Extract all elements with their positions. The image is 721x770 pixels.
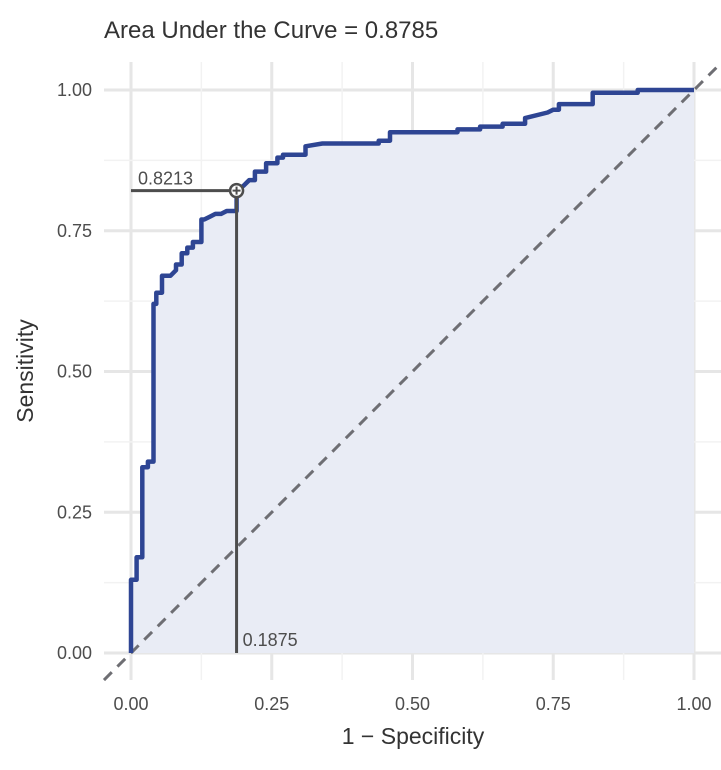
x-tick-label: 0.25: [254, 694, 289, 714]
y-tick-label: 0.50: [57, 362, 92, 382]
x-axis-ticks: 0.00 0.25 0.50 0.75 1.00: [113, 694, 711, 714]
y-tick-label: 1.00: [57, 80, 92, 100]
chart-title: Area Under the Curve = 0.8785: [104, 17, 438, 44]
roc-curve-line: [128, 87, 694, 653]
x-tick-label: 1.00: [676, 694, 711, 714]
y-tick-label: 0.25: [57, 502, 92, 522]
cutoff-specificity-label: 0.1875: [243, 630, 298, 650]
y-axis-ticks: 0.00 0.25 0.50 0.75 1.00: [57, 80, 92, 663]
x-tick-label: 0.50: [395, 694, 430, 714]
reference-diagonal: [102, 61, 721, 682]
x-tick-label: 0.00: [113, 694, 148, 714]
cutoff-marker: [228, 182, 245, 199]
cutoff-sensitivity-label: 0.8213: [138, 169, 193, 189]
y-tick-label: 0.00: [57, 643, 92, 663]
x-tick-label: 0.75: [536, 694, 571, 714]
y-tick-label: 0.75: [57, 221, 92, 241]
x-axis-title: 1 − Specificity: [342, 723, 485, 749]
y-axis-title: Sensitivity: [12, 319, 38, 423]
